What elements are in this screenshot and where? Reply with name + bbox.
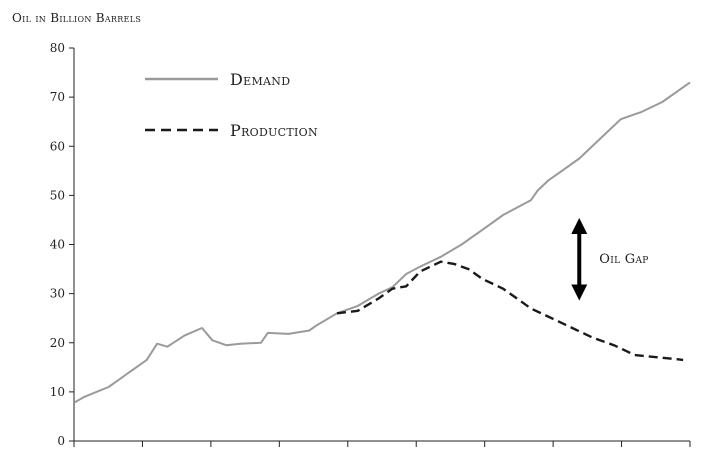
- series-layer: [73, 81, 691, 404]
- y-tick-label: 70: [50, 90, 65, 104]
- series-line-production: [336, 260, 684, 362]
- y-axis-ticks: 0 10 20 30 40 50 60 70 80: [50, 41, 74, 448]
- y-tick-label: 60: [50, 139, 65, 153]
- y-tick-label: 80: [50, 41, 65, 55]
- y-tick-label: 10: [50, 385, 65, 399]
- legend: Demand Production: [145, 70, 318, 140]
- y-tick-label: 0: [57, 434, 65, 448]
- annotation-layer: Oil Gap: [571, 217, 648, 301]
- x-axis-ticks: [73, 441, 691, 447]
- y-tick-label: 20: [50, 336, 65, 350]
- y-tick-label: 50: [50, 188, 65, 202]
- oil-gap-label: Oil Gap: [599, 252, 648, 267]
- legend-label-demand: Demand: [230, 70, 290, 89]
- y-tick-label: 40: [50, 238, 65, 252]
- y-axis-title: Oil in Billion Barrels: [12, 11, 141, 25]
- y-tick-label: 30: [50, 287, 65, 301]
- legend-label-production: Production: [230, 121, 318, 140]
- series-line-demand: [73, 81, 691, 404]
